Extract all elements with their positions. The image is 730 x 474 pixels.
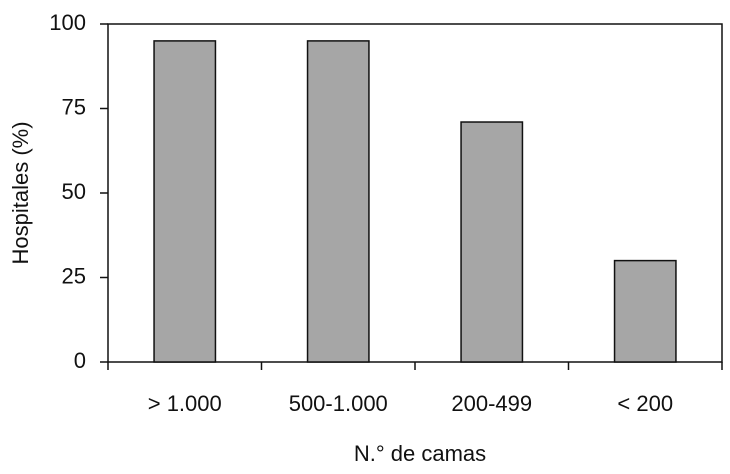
y-axis-title: Hospitales (%) [8,121,33,264]
bar [460,121,524,363]
x-axis-title: N.° de camas [354,441,486,466]
x-tick-label: < 200 [617,391,673,416]
y-tick-label: 25 [62,263,86,288]
y-tick-label: 0 [74,348,86,373]
bar [153,40,217,363]
x-tick-label: 500-1.000 [289,391,388,416]
y-tick-label: 100 [49,10,86,35]
y-tick-label: 75 [62,94,86,119]
y-tick-label: 50 [62,179,86,204]
x-tick-label: 200-499 [451,391,532,416]
x-tick-label: > 1.000 [148,391,222,416]
bar [306,40,370,363]
bar [613,259,677,363]
